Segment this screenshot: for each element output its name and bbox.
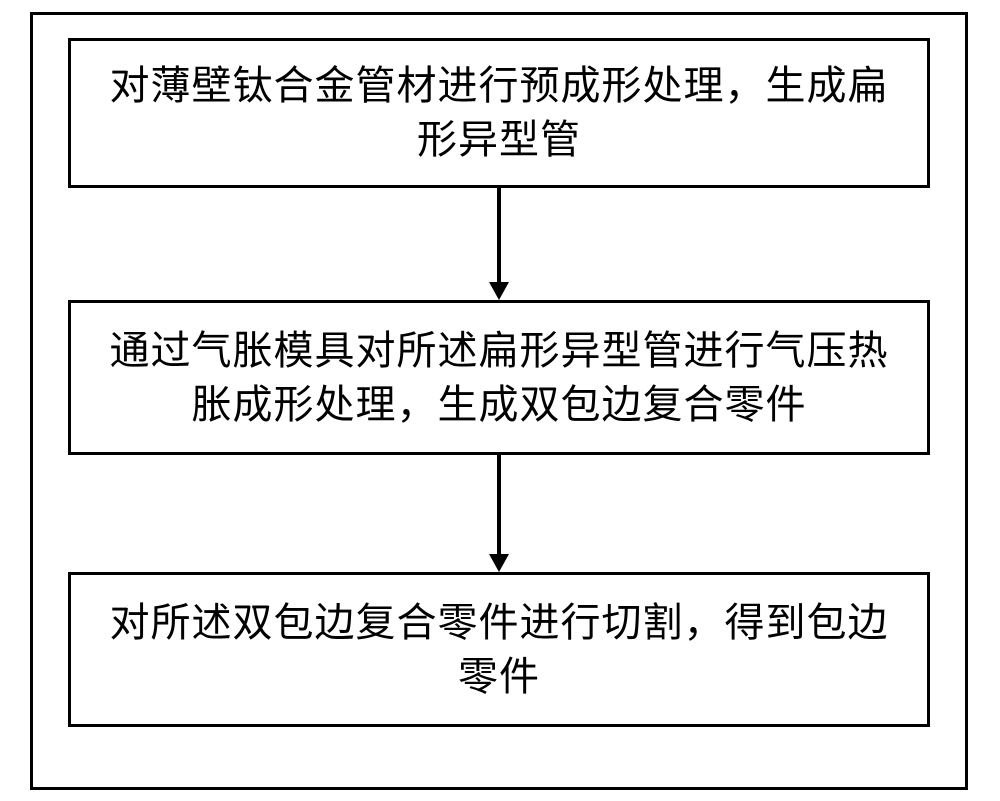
flow-step-3: 对所述双包边复合零件进行切割，得到包边零件 (68, 572, 930, 727)
arrow-1-head-icon (489, 282, 509, 300)
arrow-2-head-icon (489, 554, 509, 572)
arrow-1-line (497, 188, 501, 282)
flow-step-2: 通过气胀模具对所述扁形异型管进行气压热胀成形处理，生成双包边复合零件 (68, 300, 930, 455)
arrow-2-line (497, 455, 501, 554)
flow-step-1-text: 对薄壁钛合金管材进行预成形处理，生成扁形异型管 (91, 59, 907, 167)
flow-step-1: 对薄壁钛合金管材进行预成形处理，生成扁形异型管 (68, 38, 930, 188)
flow-step-2-text: 通过气胀模具对所述扁形异型管进行气压热胀成形处理，生成双包边复合零件 (91, 324, 907, 432)
flow-step-3-text: 对所述双包边复合零件进行切割，得到包边零件 (91, 596, 907, 704)
